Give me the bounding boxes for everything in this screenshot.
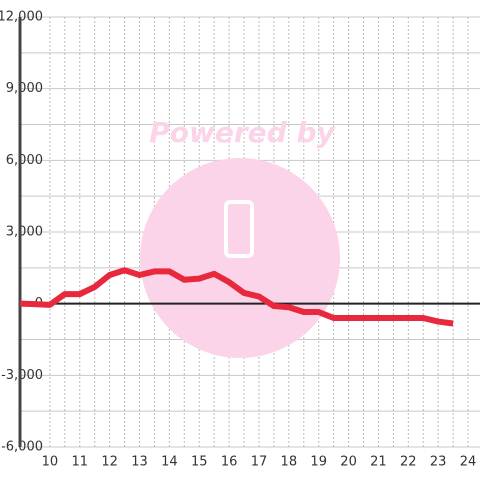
x-tick-label: 11	[71, 455, 88, 470]
y-tick-label: -3,000	[1, 368, 43, 383]
x-tick-label: 16	[221, 455, 238, 470]
line-series	[19, 267, 454, 327]
x-tick-label: 24	[460, 455, 477, 470]
watermark-text: Powered by	[149, 116, 336, 149]
y-tick-label: 9,000	[6, 81, 43, 96]
x-tick-label: 17	[251, 455, 268, 470]
y-tick-label: -6,000	[1, 440, 43, 455]
x-tick-label: 18	[281, 455, 298, 470]
x-tick-label: 19	[310, 455, 327, 470]
x-tick-label: 14	[161, 455, 178, 470]
watermark-icon	[224, 200, 254, 258]
watermark: Powered by	[140, 116, 340, 358]
x-tick-label: 10	[42, 455, 59, 470]
x-tick-label: 20	[340, 455, 357, 470]
x-tick-label: 23	[430, 455, 447, 470]
x-tick-label: 12	[101, 455, 118, 470]
y-tick-label: 6,000	[6, 153, 43, 168]
x-tick-label: 13	[131, 455, 148, 470]
x-tick-label: 22	[400, 455, 417, 470]
y-tick-label: 3,000	[6, 225, 43, 240]
x-tick-label: 15	[191, 455, 208, 470]
x-tick-label: 21	[370, 455, 387, 470]
